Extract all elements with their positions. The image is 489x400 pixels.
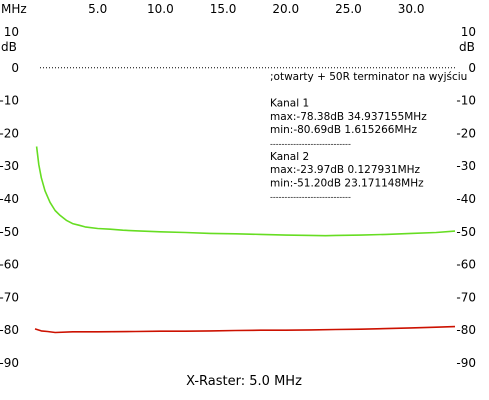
y-tick-label-right: -80 <box>456 323 476 337</box>
y-unit-label-right: dB <box>459 40 475 54</box>
y-tick-label-right: -70 <box>456 290 476 304</box>
series-line-2 <box>34 325 456 334</box>
annotation-separator: ---------------------------- <box>270 140 351 149</box>
y-tick-label-left: -60 <box>0 258 19 272</box>
y-tick-label-right: -20 <box>456 126 476 140</box>
y-tick-label-right: -40 <box>456 192 476 206</box>
y-tick-label-left: 10 <box>4 25 19 39</box>
annotation-line: max:-23.97dB 0.127931MHz <box>270 164 421 176</box>
y-tick-label-left: -50 <box>0 225 19 239</box>
x-tick-label: 10.0 <box>147 2 174 16</box>
annotation-line: min:-80.69dB 1.615266MHz <box>270 124 417 136</box>
y-tick-label-left: -20 <box>0 126 19 140</box>
y-tick-label-right: -30 <box>456 159 476 173</box>
y-tick-label-left: -80 <box>0 323 19 337</box>
y-tick-label-left: -40 <box>0 192 19 206</box>
y-tick-label-left: -90 <box>0 356 19 370</box>
y-tick-label-left: 0 <box>11 61 19 75</box>
annotation-line: min:-51.20dB 23.171148MHz <box>270 177 424 189</box>
y-tick-label-right: -60 <box>456 258 476 272</box>
x-tick-label: 30.0 <box>398 2 425 16</box>
annotation-separator: ---------------------------- <box>270 193 351 202</box>
series-line-1 <box>35 146 456 237</box>
y-tick-label-right: 10 <box>461 25 476 39</box>
annotation-box: ;otwarty + 50R terminator na wyjściu Kana… <box>270 71 467 202</box>
y-tick-label-right: -50 <box>456 225 476 239</box>
text-layer: MHz dB dB X-Raster: 5.0 MHz <box>1 2 475 389</box>
y-tick-label-left: -70 <box>0 290 19 304</box>
y-tick-label-right: -90 <box>456 356 476 370</box>
x-tick-label: 20.0 <box>272 2 299 16</box>
x-unit-label: MHz <box>1 2 27 16</box>
y-tick-label-left: -30 <box>0 159 19 173</box>
y-tick-label-right: -10 <box>456 94 476 108</box>
x-tick-label: 25.0 <box>335 2 362 16</box>
annotation-line: max:-78.38dB 34.937155MHz <box>270 111 427 123</box>
x-tick-label: 5.0 <box>88 2 107 16</box>
y-tick-label-left: -10 <box>0 94 19 108</box>
annotation-line: Kanal 2 <box>270 151 309 163</box>
annotation-line: ;otwarty + 50R terminator na wyjściu <box>270 71 467 83</box>
annotation-line: Kanal 1 <box>270 98 309 110</box>
y-unit-label-left: dB <box>1 40 17 54</box>
series-layer <box>34 67 456 334</box>
x-axis-title: X-Raster: 5.0 MHz <box>186 374 302 389</box>
x-tick-label: 15.0 <box>210 2 237 16</box>
y-tick-label-right: 0 <box>468 61 476 75</box>
tick-layer: 5.0 10.0 15.0 20.0 25.0 30.0 10 10 0 0 -10 -10 -20 -2… <box>0 2 476 370</box>
